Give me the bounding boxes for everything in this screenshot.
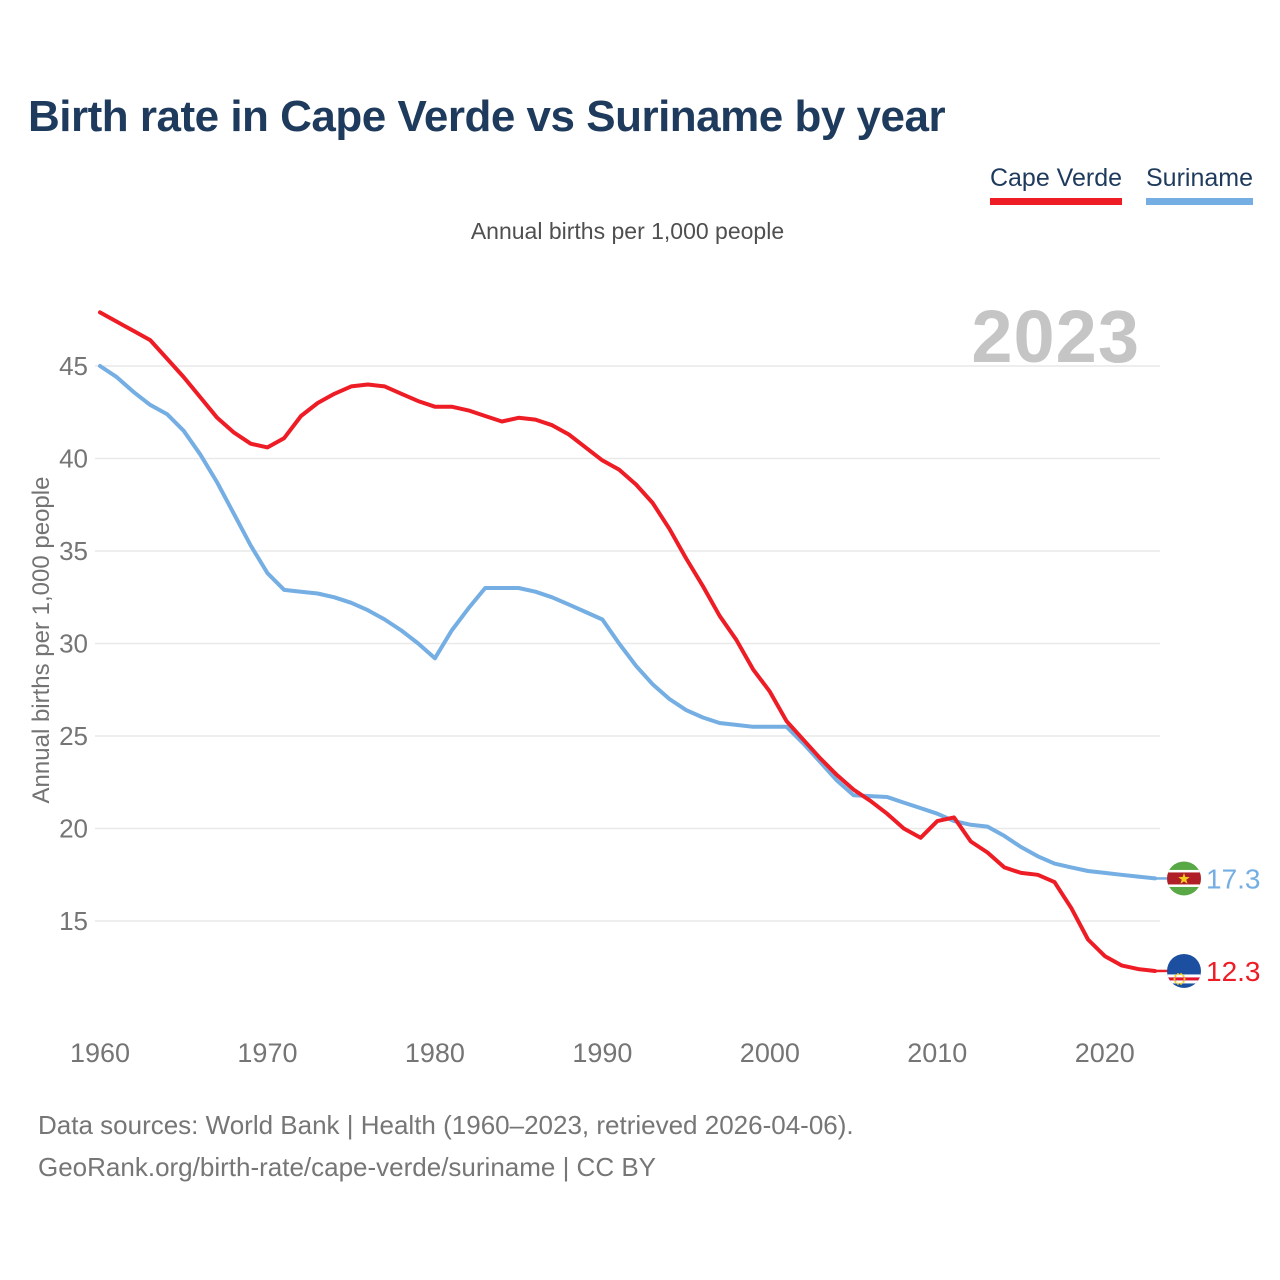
y-tick-25: 25 (59, 721, 88, 751)
suriname-flag-icon (1167, 861, 1201, 896)
cape-verde-end-value-label: 12.3 (1206, 956, 1261, 987)
legend-item-suriname[interactable]: Suriname (1146, 164, 1253, 205)
page-title: Birth rate in Cape Verde vs Suriname by … (28, 92, 946, 141)
y-tick-20: 20 (59, 814, 88, 844)
y-tick-45: 45 (59, 351, 88, 381)
x-tick-1970: 1970 (237, 1038, 297, 1068)
legend-label-suriname: Suriname (1146, 164, 1253, 205)
legend-item-cape-verde[interactable]: Cape Verde (989, 164, 1122, 205)
chart-legend: Cape Verde Suriname (989, 164, 1253, 205)
x-tick-1980: 1980 (405, 1038, 465, 1068)
x-tick-2020: 2020 (1075, 1038, 1135, 1068)
footer-attribution: GeoRank.org/birth-rate/cape-verde/surina… (38, 1152, 657, 1182)
footer-data-sources: Data sources: World Bank | Health (1960–… (38, 1110, 854, 1140)
chart-subtitle: Annual births per 1,000 people (470, 218, 785, 244)
footer: Data sources: World Bank | Health (1960–… (38, 1104, 854, 1188)
x-tick-1960: 1960 (70, 1038, 130, 1068)
y-tick-40: 40 (59, 444, 88, 474)
suriname-line (98, 364, 1157, 881)
x-tick-1990: 1990 (572, 1038, 632, 1068)
cape-verde-flag-icon (1167, 953, 1201, 988)
x-tick-2000: 2000 (740, 1038, 800, 1068)
legend-label-cape-verde: Cape Verde (989, 164, 1122, 205)
y-tick-35: 35 (59, 536, 88, 566)
cape-verde-line (98, 310, 1157, 973)
y-tick-15: 15 (59, 906, 88, 936)
suriname-end-value-label: 17.3 (1206, 863, 1261, 894)
x-tick-2010: 2010 (907, 1038, 967, 1068)
y-tick-30: 30 (59, 629, 88, 659)
year-watermark: 2023 (971, 295, 1140, 378)
